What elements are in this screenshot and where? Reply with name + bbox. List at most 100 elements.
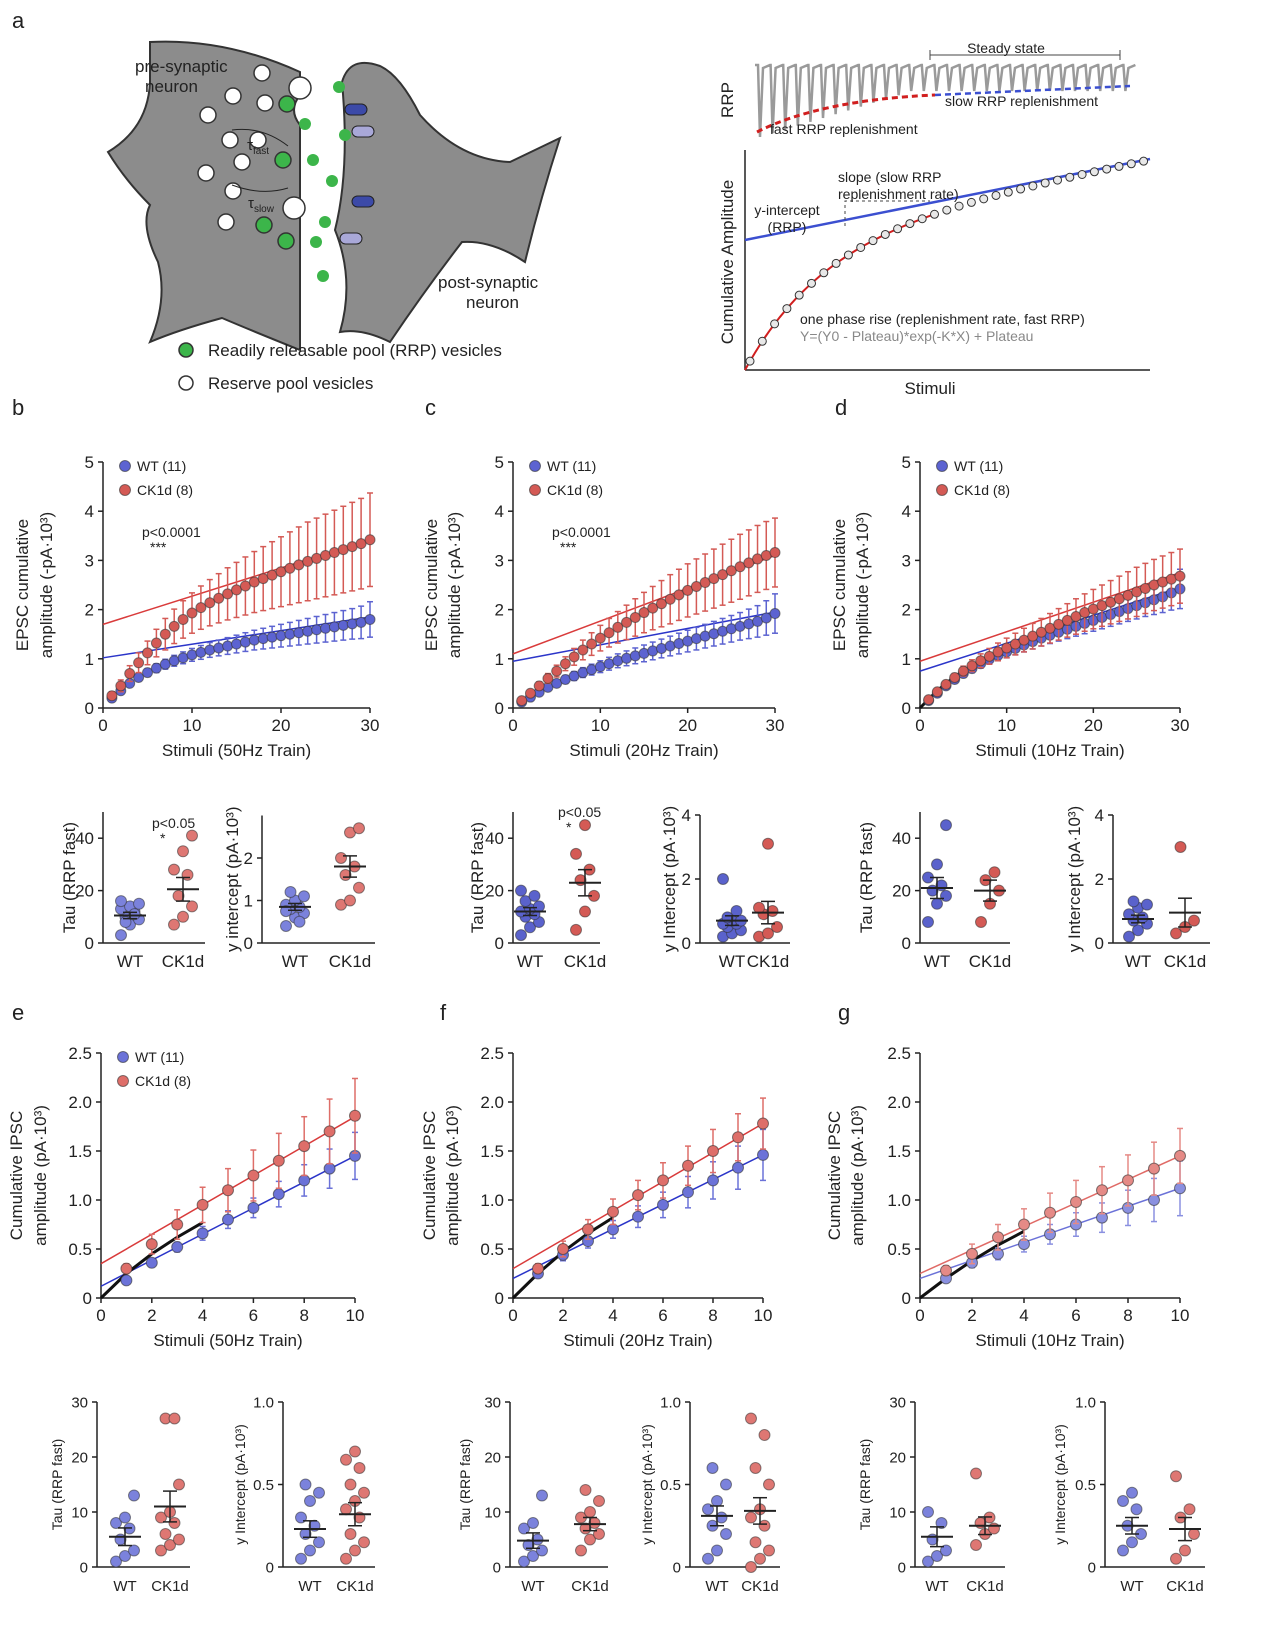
panel-label: g xyxy=(838,1000,850,1025)
annotation: *** xyxy=(150,539,167,555)
dot xyxy=(128,908,141,921)
receptors xyxy=(339,103,375,245)
y-axis-label: Tau (RRP fast) xyxy=(49,1439,65,1531)
y-tick-label: 40 xyxy=(892,829,911,848)
dot xyxy=(1170,1470,1182,1483)
x-tick-label: 0 xyxy=(508,1306,517,1325)
dot xyxy=(762,927,774,940)
y-tick-label: 10 xyxy=(484,1504,501,1521)
marker xyxy=(231,584,242,596)
schematic-point xyxy=(966,197,976,207)
schematic-point xyxy=(1126,159,1136,169)
marker xyxy=(346,618,358,630)
dot xyxy=(533,900,545,913)
dot xyxy=(758,1519,771,1532)
y-tick-label: 0.5 xyxy=(480,1240,504,1259)
marker xyxy=(577,644,589,656)
y-tick-label: 0 xyxy=(1095,934,1104,953)
x-tick-label: CK1d xyxy=(564,952,607,971)
dot xyxy=(349,1445,361,1458)
y-tick-label: 30 xyxy=(71,1394,88,1411)
dot xyxy=(177,910,189,923)
y-axis-label: amplitude (pA·10³) xyxy=(443,1105,462,1246)
legend-label: WT (11) xyxy=(135,1049,184,1065)
x-tick-label: WT xyxy=(924,952,950,971)
y-tick-label: 2 xyxy=(902,601,911,620)
dot xyxy=(155,1544,167,1557)
dot xyxy=(284,886,297,898)
y-tick-label: 1.0 xyxy=(68,1191,92,1210)
dot xyxy=(1183,1503,1196,1516)
trace xyxy=(755,63,1136,138)
marker xyxy=(612,621,624,633)
marker xyxy=(757,1148,769,1161)
y-tick-label: 1 xyxy=(85,650,94,669)
x-tick-label: 10 xyxy=(591,716,610,735)
legend-marker xyxy=(117,1051,129,1063)
x-tick-label: CK1d xyxy=(969,952,1012,971)
y-tick-label: 1.5 xyxy=(887,1142,911,1161)
marker xyxy=(106,690,118,702)
panel-label: c xyxy=(425,395,436,420)
y-tick-label: 4 xyxy=(495,502,504,521)
schematic-point xyxy=(770,319,780,329)
dot xyxy=(280,920,292,932)
dot xyxy=(340,1453,352,1466)
y-axis-label: EPSC cumulative xyxy=(422,519,441,651)
marker xyxy=(542,672,554,684)
x-tick-label: WT xyxy=(298,1578,321,1595)
post-synaptic-neuron xyxy=(333,61,562,344)
y-axis-label: y Intercept (pA·10³) xyxy=(1065,806,1084,952)
y-tick-label: 5 xyxy=(85,453,94,472)
marker xyxy=(364,534,376,546)
dot xyxy=(745,1412,757,1425)
dot xyxy=(515,929,527,942)
dot xyxy=(970,1467,982,1480)
dot xyxy=(133,897,145,910)
x-tick-label: CK1d xyxy=(571,1578,609,1595)
y-tick-label: 2.5 xyxy=(68,1044,92,1063)
marker xyxy=(204,597,216,609)
dot xyxy=(299,1478,312,1491)
marker xyxy=(124,668,136,680)
marker xyxy=(647,602,659,614)
x-tick-label: 8 xyxy=(299,1306,308,1325)
dot xyxy=(358,1536,370,1549)
schematic-point xyxy=(868,236,878,246)
dot xyxy=(1179,1544,1191,1557)
marker xyxy=(195,602,207,614)
schematic-point xyxy=(831,258,841,268)
tau-slow: τslow xyxy=(248,195,275,215)
dot xyxy=(593,1495,605,1507)
schematic-point xyxy=(794,290,804,300)
legend-marker xyxy=(117,1075,129,1087)
y-tick-label: 0 xyxy=(495,934,504,953)
dot xyxy=(745,1561,757,1573)
y-tick-label: 1 xyxy=(902,650,911,669)
dot xyxy=(570,923,582,936)
dot xyxy=(922,916,934,929)
marker xyxy=(551,665,563,677)
marker xyxy=(213,642,225,654)
marker xyxy=(1174,1182,1186,1195)
dot xyxy=(159,1528,172,1540)
marker xyxy=(222,640,234,652)
schematic-point xyxy=(893,224,903,234)
schematic-point xyxy=(819,268,829,278)
dot xyxy=(304,1495,316,1507)
panel-label: a xyxy=(12,8,25,33)
x-tick-label: 4 xyxy=(1019,1306,1028,1325)
marker xyxy=(769,608,781,620)
dot xyxy=(935,1517,948,1529)
marker xyxy=(673,589,685,601)
y-axis-label: amplitude (pA·10³) xyxy=(31,1105,50,1246)
intercept-label: y-intercept (RRP) xyxy=(754,202,819,235)
x-axis-label: Stimuli (50Hz Train) xyxy=(153,1331,302,1350)
dot xyxy=(720,1478,732,1491)
tau-fast: τfast xyxy=(247,137,269,157)
dot xyxy=(579,819,591,832)
legend-marker xyxy=(936,484,948,496)
dot xyxy=(528,889,541,902)
x-tick-label: 0 xyxy=(508,716,517,735)
